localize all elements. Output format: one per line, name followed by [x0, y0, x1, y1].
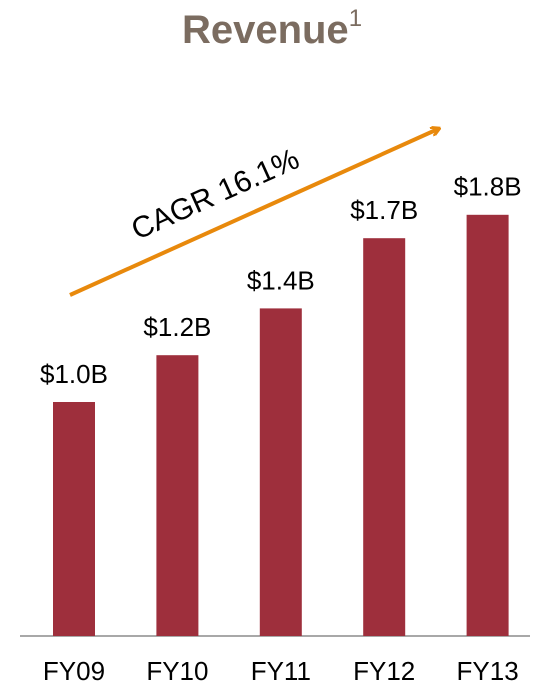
bar: [156, 355, 199, 636]
value-label: $1.7B: [350, 195, 418, 225]
title-superscript: 1: [349, 5, 362, 32]
bar: [363, 238, 406, 636]
cagr-arrow: [69, 129, 438, 297]
value-label: $1.0B: [40, 359, 108, 389]
bar: [53, 402, 95, 636]
value-label: $1.8B: [454, 172, 522, 202]
value-label: $1.2B: [143, 312, 211, 342]
x-tick-label: FY13: [457, 656, 519, 686]
value-label: $1.4B: [247, 265, 315, 295]
title-main: Revenue: [182, 8, 349, 52]
x-tick-label: FY09: [43, 656, 105, 686]
chart-title: Revenue1: [182, 5, 362, 51]
x-tick-label: FY12: [353, 656, 415, 686]
x-tick-label: FY10: [146, 656, 208, 686]
x-tick-label: FY11: [251, 656, 311, 686]
bar: [466, 214, 509, 637]
bar: [259, 308, 302, 636]
